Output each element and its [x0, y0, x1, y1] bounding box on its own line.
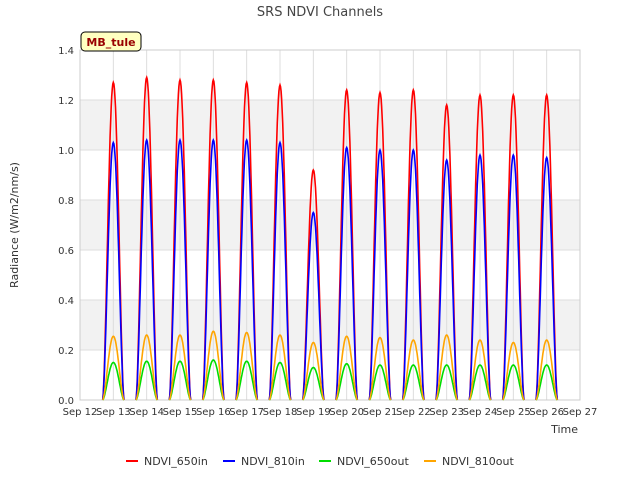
- y-tick-label: 1.2: [58, 96, 74, 107]
- legend-label: NDVI_810out: [442, 455, 514, 468]
- x-tick-label: Sep 24: [463, 407, 498, 418]
- y-axis-label: Radiance (W/m2/nm/s): [8, 162, 21, 288]
- x-tick-label: Sep 13: [96, 407, 131, 418]
- x-tick-label: Sep 15: [163, 407, 198, 418]
- series-layer: [101, 75, 559, 401]
- series-line-ndvi_650in: [101, 75, 559, 401]
- x-tick-label: Sep 12: [63, 407, 98, 418]
- series-line-ndvi_810out: [101, 330, 559, 401]
- annotation-text: MB_tule: [86, 36, 135, 49]
- grid-band: [80, 200, 580, 250]
- grid-band: [80, 300, 580, 350]
- x-tick-label: Sep 25: [496, 407, 531, 418]
- y-tick-label: 1.0: [58, 146, 74, 157]
- x-tick-label: Sep 19: [296, 407, 331, 418]
- x-tick-label: Sep 14: [129, 407, 164, 418]
- series-line-ndvi_810in: [101, 137, 559, 401]
- x-tick-label: Sep 22: [396, 407, 431, 418]
- grid-band: [80, 100, 580, 150]
- x-tick-label: Sep 20: [329, 407, 364, 418]
- x-tick-label: Sep 17: [229, 407, 264, 418]
- background-bands: [80, 100, 580, 350]
- y-tick-label: 0.4: [58, 296, 74, 307]
- y-tick-label: 0.8: [58, 196, 74, 207]
- series-line-ndvi_650out: [102, 359, 558, 401]
- legend-label: NDVI_650out: [337, 455, 409, 468]
- y-tick-label: 0.6: [58, 246, 74, 257]
- x-tick-label: Sep 21: [363, 407, 398, 418]
- x-tick-label: Sep 18: [263, 407, 298, 418]
- chart-title: SRS NDVI Channels: [257, 5, 383, 20]
- annotation-box: MB_tule: [80, 31, 142, 52]
- legend: NDVI_650in NDVI_810in NDVI_650out NDVI_810o…: [126, 455, 514, 468]
- y-tick-label: 1.4: [58, 46, 74, 57]
- x-tick-label: Sep 23: [429, 407, 464, 418]
- x-tick-label: Sep 16: [196, 407, 231, 418]
- x-tick-label: Sep 27: [563, 407, 598, 418]
- legend-label: NDVI_650in: [144, 455, 208, 468]
- y-tick-labels: 0.0 0.2 0.4 0.6 0.8 1.0 1.2 1.4: [58, 46, 74, 407]
- y-tick-label: 0.0: [58, 396, 74, 407]
- plot-frame: [79, 49, 581, 401]
- x-axis-label: Time: [550, 423, 578, 436]
- y-tick-label: 0.2: [58, 346, 74, 357]
- x-tick-label: Sep 26: [529, 407, 564, 418]
- legend-label: NDVI_810in: [241, 455, 305, 468]
